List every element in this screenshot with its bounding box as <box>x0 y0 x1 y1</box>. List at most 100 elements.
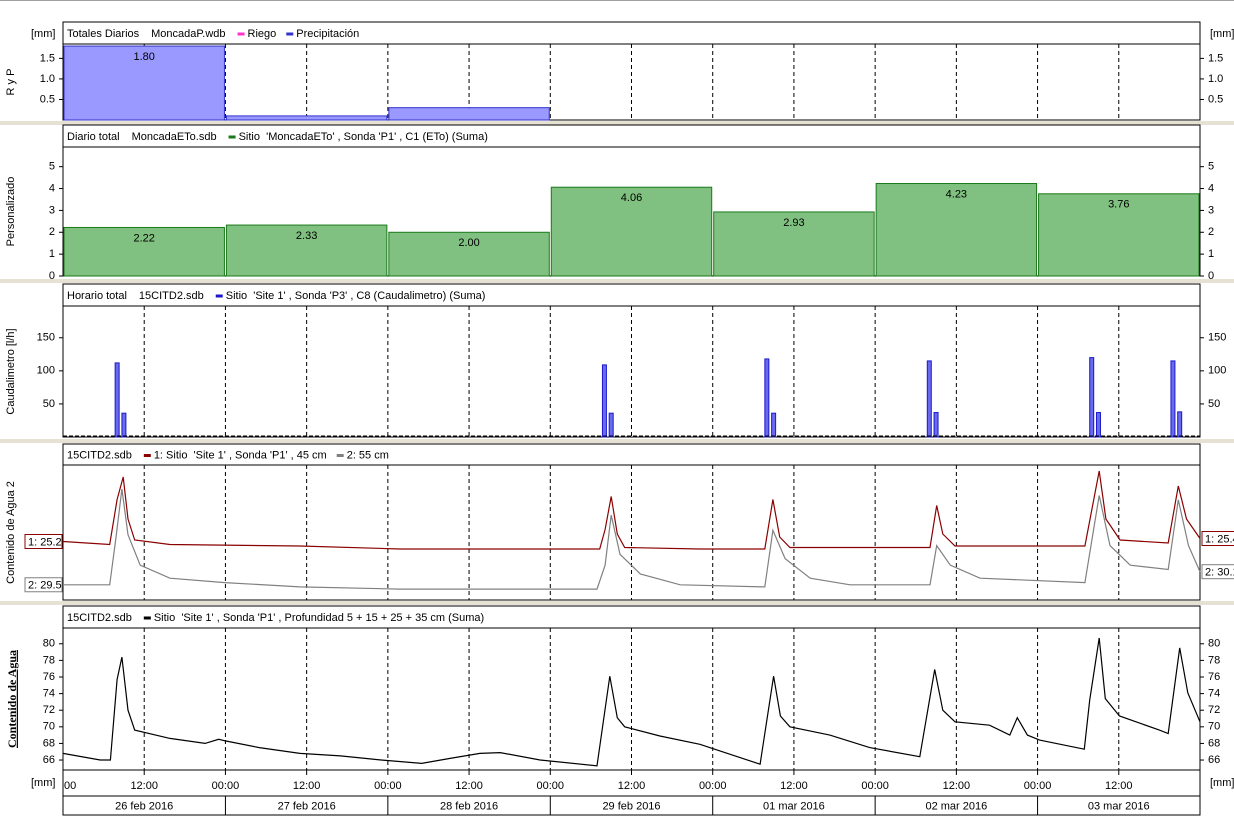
bar <box>388 107 550 121</box>
y-axis-label: R y P <box>5 69 17 96</box>
value-badge-label: 2: 30.1 <box>1205 567 1234 579</box>
y-tick-label: 2 <box>49 226 55 238</box>
x-tick-label: 00:00 <box>374 780 402 792</box>
y-tick-label: 74 <box>1208 688 1220 700</box>
legend-swatch <box>143 616 151 620</box>
line-series <box>62 470 1201 550</box>
bar <box>1089 357 1095 438</box>
y-tick-label: 3 <box>1208 204 1214 216</box>
value-badge <box>1201 531 1234 546</box>
bar <box>926 360 932 438</box>
legend-swatch <box>237 32 245 36</box>
value-badge <box>24 577 63 593</box>
bar <box>1038 193 1200 277</box>
x-tick-label: 12:00 <box>293 780 321 792</box>
y-tick-label: 80 <box>1208 638 1220 650</box>
line-series <box>63 488 1201 590</box>
y-tick-label: 1 <box>1208 248 1214 260</box>
y-tick-label: 100 <box>37 365 55 377</box>
y-tick-label: 70 <box>1208 721 1220 733</box>
y-tick-label: 78 <box>1208 654 1220 666</box>
bar <box>1095 412 1101 438</box>
y-tick-label: 5 <box>1208 161 1214 173</box>
panel-separator <box>0 279 1234 283</box>
y-tick-label: 4 <box>1208 182 1214 194</box>
y-tick-label: 100 <box>1208 365 1226 377</box>
y-tick-label: 68 <box>1208 737 1220 749</box>
day-label: 26 feb 2016 <box>115 800 173 812</box>
y-tick-label: 72 <box>43 704 55 716</box>
legend-label: Sitio 'MoncadaETo' , Sonda 'P1' , C1 (ET… <box>239 131 488 143</box>
legend-swatch <box>286 32 294 36</box>
x-tick-label: 12:00 <box>943 780 971 792</box>
y-tick-label: 76 <box>43 671 55 683</box>
y-tick-label: 80 <box>43 638 55 650</box>
bar <box>771 412 777 438</box>
panel-title: Horario total <box>67 290 127 302</box>
bar <box>1177 411 1183 438</box>
y-axis-label: Personalizado <box>5 177 17 247</box>
x-tick-label: 12:00 <box>130 780 158 792</box>
x-tick-label: 00:00 <box>699 780 727 792</box>
y-tick-label: 78 <box>43 654 55 666</box>
panel-source: 15CITD2.sdb <box>67 612 132 624</box>
y-tick-label: 66 <box>1208 754 1220 766</box>
x-tick-label: 12:00 <box>780 780 808 792</box>
y-tick-label: 1.5 <box>1208 52 1223 64</box>
value-label: 2.22 <box>134 232 155 244</box>
bar <box>601 364 607 438</box>
bar <box>875 183 1038 277</box>
panel-source: 15CITD2.sdb <box>67 449 132 461</box>
value-label: 2.33 <box>296 230 317 242</box>
value-label: 4.23 <box>946 188 967 200</box>
bar <box>114 362 120 438</box>
y-tick-label: 4 <box>49 182 55 194</box>
line-series <box>62 637 1201 767</box>
value-badge-label: 1: 25.4 <box>1205 533 1234 545</box>
x-tick-label: 12:00 <box>455 780 483 792</box>
y-tick-label: 50 <box>1208 398 1220 410</box>
legend-label: 1: Sitio 'Site 1' , Sonda 'P1' , 45 cm <box>154 449 327 461</box>
y-tick-label: 5 <box>49 161 55 173</box>
x-tick-label: 00:00 <box>1024 780 1052 792</box>
bar <box>225 115 388 121</box>
y-tick-label: 0.5 <box>1208 93 1223 105</box>
bar <box>1170 360 1176 438</box>
bar <box>388 231 550 277</box>
panel-separator <box>0 439 1234 443</box>
y-tick-label: 1.5 <box>40 52 55 64</box>
y-axis-label: Contenido de Agua <box>5 650 19 748</box>
day-label: 02 mar 2016 <box>925 800 987 812</box>
y-tick-label: 0 <box>49 270 55 282</box>
y-tick-label: 2 <box>1208 226 1214 238</box>
panel-separator <box>0 601 1234 605</box>
y-tick-label: 150 <box>37 332 55 344</box>
legend-swatch <box>143 454 151 457</box>
unit-label: [mm] <box>31 28 55 40</box>
y-tick-label: 50 <box>43 398 55 410</box>
y-tick-label: 1.0 <box>40 73 55 85</box>
panel-source: MoncadaETo.sdb <box>132 131 217 143</box>
x-tick-label: 00:00 <box>537 780 565 792</box>
legend-label: Sitio 'Site 1' , Sonda 'P1' , Profundida… <box>154 612 484 624</box>
unit-label: [mm] <box>31 777 55 789</box>
panel-source: MoncadaP.wdb <box>151 28 225 40</box>
y-tick-label: 66 <box>43 754 55 766</box>
y-tick-label: 72 <box>1208 704 1220 716</box>
day-label: 29 feb 2016 <box>602 800 660 812</box>
y-axis-label: Contenido de Agua 2 <box>5 481 17 584</box>
panel-source: 15CITD2.sdb <box>139 290 204 302</box>
value-label: 4.06 <box>621 192 642 204</box>
value-badge-label: 2: 29.5 <box>28 580 62 592</box>
bar <box>550 186 713 277</box>
day-label: 27 feb 2016 <box>278 800 336 812</box>
legend-swatch <box>215 294 223 298</box>
panel-separator <box>0 121 1234 125</box>
day-label: 03 mar 2016 <box>1088 800 1150 812</box>
unit-label: [mm] <box>1210 777 1234 789</box>
value-label: 3.76 <box>1108 199 1129 211</box>
day-label: 28 feb 2016 <box>440 800 498 812</box>
x-tick-label: 12:00 <box>1105 780 1133 792</box>
bar <box>63 45 225 121</box>
